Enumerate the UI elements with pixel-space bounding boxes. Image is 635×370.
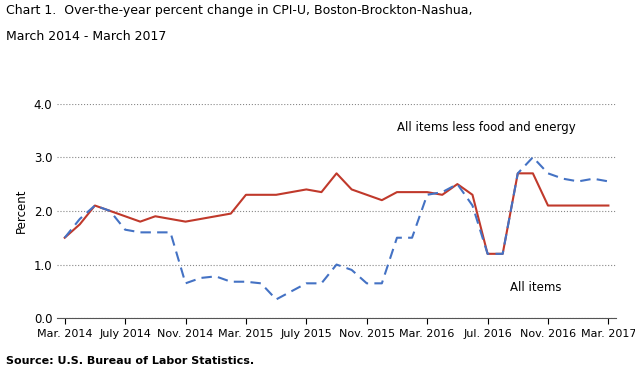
Y-axis label: Percent: Percent [15, 189, 28, 233]
Text: Source: U.S. Bureau of Labor Statistics.: Source: U.S. Bureau of Labor Statistics. [6, 356, 255, 366]
Text: All items: All items [511, 280, 562, 293]
Text: All items less food and energy: All items less food and energy [397, 121, 576, 134]
Text: Chart 1.  Over-the-year percent change in CPI-U, Boston-Brockton-Nashua,: Chart 1. Over-the-year percent change in… [6, 4, 473, 17]
Text: March 2014 - March 2017: March 2014 - March 2017 [6, 30, 167, 43]
